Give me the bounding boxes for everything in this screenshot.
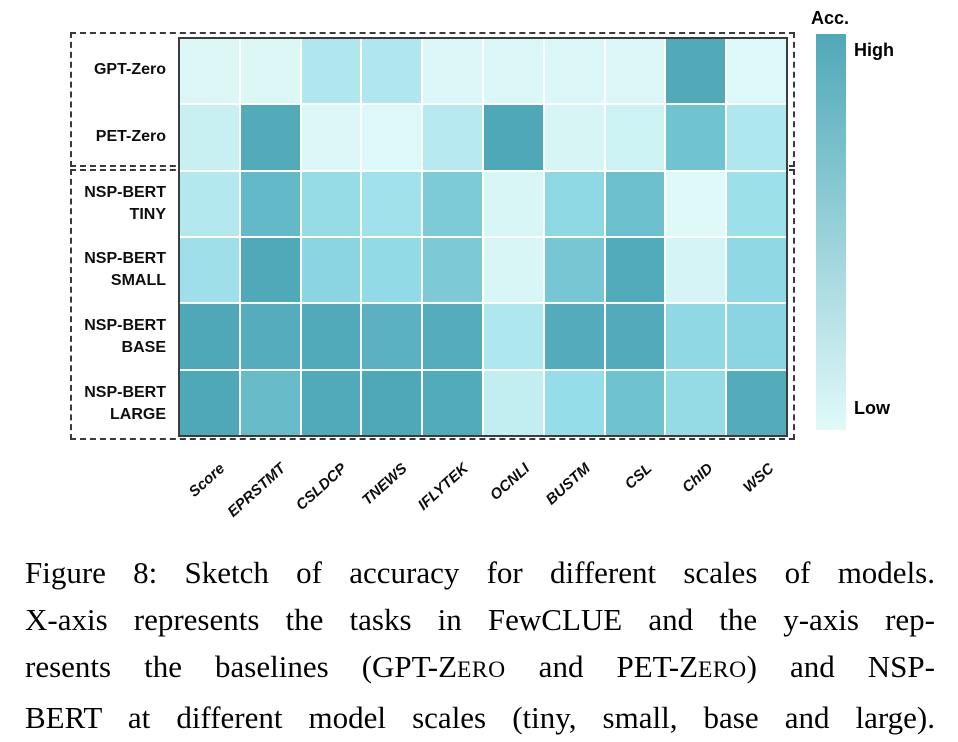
heatmap-cell xyxy=(544,370,604,435)
caption-line: X-axis represents the tasks in FewCLUE a… xyxy=(25,602,935,637)
heatmap-cell xyxy=(605,105,665,170)
heatmap-cell xyxy=(666,238,726,303)
heatmap-cell xyxy=(362,171,422,236)
y-axis-label: NSP-BERT TINY xyxy=(84,183,166,223)
heatmap-cell xyxy=(605,304,665,369)
heatmap-cell xyxy=(423,105,482,170)
heatmap-cell xyxy=(423,304,482,369)
caption-line: Figure 8: Sketch of accuracy for differe… xyxy=(25,555,935,590)
heatmap-cell xyxy=(180,105,239,170)
y-axis-label: GPT-Zero xyxy=(93,61,166,79)
heatmap-cell xyxy=(240,39,300,104)
heatmap-cell xyxy=(544,304,604,369)
heatmap-cell xyxy=(240,370,300,435)
caption-line: resents the baselines (GPT-ZERO and PET-… xyxy=(25,649,935,684)
heatmap-cell xyxy=(544,171,604,236)
heatmap-cell xyxy=(240,105,300,170)
heatmap-cell xyxy=(727,105,786,170)
heatmap-cell xyxy=(301,39,361,104)
colorbar xyxy=(816,34,846,430)
heatmap-cell xyxy=(666,304,726,369)
x-axis-label: IFLYTEK xyxy=(414,460,472,514)
x-axis-label: Score xyxy=(185,460,228,501)
heatmap-cell xyxy=(727,238,786,303)
x-axis-label: CSL xyxy=(621,460,655,493)
heatmap-cell xyxy=(544,238,604,303)
heatmap-cell xyxy=(605,171,665,236)
heatmap-cell xyxy=(666,105,726,170)
heatmap-cell xyxy=(423,238,482,303)
heatmap-cell xyxy=(544,105,604,170)
y-axis-label: NSP-BERT LARGE xyxy=(84,383,166,423)
heatmap-cell xyxy=(240,238,300,303)
heatmap-cell xyxy=(240,304,300,369)
heatmap-cell xyxy=(605,39,665,104)
colorbar-title: Acc. xyxy=(811,8,850,28)
heatmap-cell xyxy=(727,304,786,369)
y-axis-label: NSP-BERT BASE xyxy=(84,317,166,356)
x-axis-label: TNEWS xyxy=(359,460,411,509)
heatmap-cell xyxy=(483,171,543,236)
heatmap-cell xyxy=(483,39,543,104)
heatmap-cell xyxy=(301,171,361,236)
heatmap-cell xyxy=(727,39,786,104)
x-axis-label: OCNLI xyxy=(486,460,533,504)
heatmap-cell xyxy=(301,370,361,435)
heatmap-cell xyxy=(362,370,422,435)
heatmap-cell xyxy=(240,171,300,236)
heatmap-cell xyxy=(605,238,665,303)
heatmap-cell xyxy=(423,171,482,236)
colorbar-low-label: Low xyxy=(854,398,890,418)
x-axis-label: BUSTM xyxy=(542,460,594,509)
heatmap-cell xyxy=(180,171,239,236)
x-axis-label: EPRSTMT xyxy=(224,460,289,521)
heatmap-cell xyxy=(423,39,482,104)
heatmap-cell xyxy=(301,304,361,369)
x-axis-label: CSLDCP xyxy=(292,460,350,514)
figure-caption: Figure 8: Sketch of accuracy for differe… xyxy=(25,549,935,741)
heatmap-cell xyxy=(301,105,361,170)
heatmap-cell xyxy=(362,39,422,104)
heatmap-cell xyxy=(362,304,422,369)
heatmap-cell xyxy=(483,304,543,369)
caption-line: BERT at different model scales (tiny, sm… xyxy=(25,700,935,735)
heatmap-cell xyxy=(180,238,239,303)
heatmap-cell xyxy=(666,171,726,236)
heatmap-cell xyxy=(605,370,665,435)
heatmap-cell xyxy=(727,171,786,236)
heatmap-cell xyxy=(362,238,422,303)
heatmap-cell xyxy=(180,370,239,435)
heatmap-cell xyxy=(362,105,422,170)
x-axis-label: ChID xyxy=(678,460,716,497)
heatmap-cell xyxy=(180,304,239,369)
y-axis-label: NSP-BERT SMALL xyxy=(84,250,166,290)
x-axis-label: WSC xyxy=(739,460,777,497)
heatmap-cell xyxy=(483,238,543,303)
heatmap-cell xyxy=(301,238,361,303)
heatmap-cell xyxy=(483,105,543,170)
y-axis-label: PET-Zero xyxy=(95,128,166,145)
heatmap-cell xyxy=(666,370,726,435)
heatmap-cell xyxy=(727,370,786,435)
heatmap-cell xyxy=(180,39,239,104)
heatmap-cell xyxy=(666,39,726,104)
heatmap-grid xyxy=(178,37,788,437)
heatmap-cell xyxy=(483,370,543,435)
colorbar-high-label: High xyxy=(854,40,894,60)
heatmap-cell xyxy=(423,370,482,435)
heatmap-cell xyxy=(544,39,604,104)
